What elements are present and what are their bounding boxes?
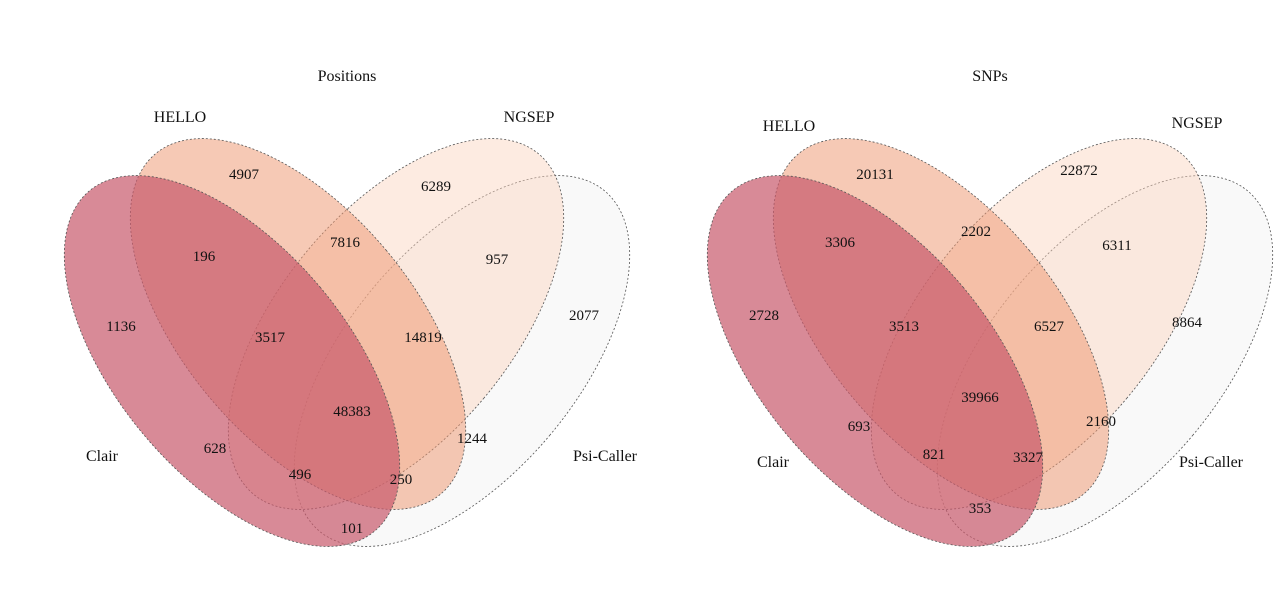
- region-count-clair-hello-ngsep: 3517: [255, 330, 286, 346]
- region-count-hello-only: 4907: [229, 167, 260, 183]
- set-label-psi-caller: Psi-Caller: [573, 448, 638, 465]
- set-label-psi-caller: Psi-Caller: [1179, 454, 1244, 471]
- set-label-hello: HELLO: [154, 109, 206, 126]
- set-label-hello: HELLO: [763, 118, 815, 135]
- region-count-clair-hello-psi: 3327: [1013, 450, 1044, 466]
- set-label-ngsep: NGSEP: [1172, 115, 1223, 132]
- region-count-ngsep-only: 22872: [1060, 163, 1098, 179]
- region-count-all-four: 39966: [961, 390, 999, 406]
- region-count-hello-only: 20131: [856, 167, 894, 183]
- region-count-clair-ngsep: 628: [204, 441, 227, 457]
- region-count-hello-ngsep: 2202: [961, 224, 991, 240]
- region-count-hello-ngsep-psi: 14819: [404, 330, 442, 346]
- diagram-title: SNPs: [972, 68, 1008, 85]
- region-count-clair-psi: 353: [969, 501, 992, 517]
- region-count-hello-ngsep-psi: 6527: [1034, 319, 1065, 335]
- region-count-clair-hello-ngsep: 3513: [889, 319, 919, 335]
- region-count-clair-hello: 196: [193, 249, 216, 265]
- region-count-clair-ngsep-psi: 496: [289, 467, 312, 483]
- region-count-hello-ngsep: 7816: [330, 235, 361, 251]
- region-count-clair-only: 1136: [106, 319, 136, 335]
- region-count-clair-hello: 3306: [825, 235, 856, 251]
- region-count-clair-psi: 101: [341, 521, 364, 537]
- ellipse-clair: [63, 175, 401, 547]
- set-label-ngsep: NGSEP: [504, 109, 555, 126]
- ellipse-clair: [706, 175, 1044, 547]
- venn-snps: SNPs Clair HELLO NGSEP Psi-Caller 2728 2…: [706, 68, 1274, 547]
- region-count-hello-psi: 1244: [457, 431, 488, 447]
- diagram-title: Positions: [318, 68, 377, 85]
- region-count-ngsep-only: 6289: [421, 179, 451, 195]
- region-count-clair-only: 2728: [749, 308, 779, 324]
- region-count-all-four: 48383: [333, 404, 371, 420]
- region-count-clair-ngsep-psi: 821: [923, 447, 946, 463]
- venn-positions: Positions Clair HELLO NGSEP Psi-Caller 1…: [63, 68, 638, 547]
- region-count-psi-only: 8864: [1172, 315, 1203, 331]
- region-count-clair-ngsep: 693: [848, 419, 871, 435]
- region-count-ngsep-psi: 957: [486, 252, 509, 268]
- region-count-psi-only: 2077: [569, 308, 600, 324]
- region-count-ngsep-psi: 6311: [1102, 238, 1131, 254]
- set-label-clair: Clair: [757, 454, 790, 471]
- region-count-clair-hello-psi: 250: [390, 472, 413, 488]
- region-count-hello-psi: 2160: [1086, 414, 1116, 430]
- set-label-clair: Clair: [86, 448, 119, 465]
